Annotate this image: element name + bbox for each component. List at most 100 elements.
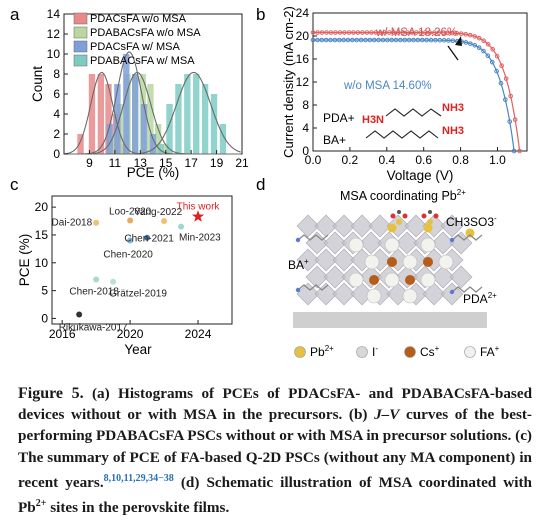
octahedron: [404, 214, 428, 238]
panel-b-ylabel: Current density (mA cm-2): [281, 6, 296, 158]
jv-point: [481, 38, 486, 44]
octahedron: [422, 282, 446, 306]
data-point: [178, 223, 185, 230]
histogram-bar: [154, 124, 162, 154]
ba-chain: [365, 130, 439, 139]
label-pda: PDA+: [323, 111, 355, 125]
legend-swatch: [73, 54, 88, 67]
substrate: [293, 312, 487, 328]
x-tick-label: 2024: [185, 327, 212, 341]
y-tick-label: 12: [47, 27, 61, 41]
x-tick-label: 0.2: [342, 153, 359, 167]
histogram-bar: [88, 74, 96, 154]
arrow-line: [447, 45, 459, 61]
octahedron: [395, 231, 419, 255]
star-marker: [191, 210, 205, 222]
msa-o-atom: [402, 213, 408, 219]
msa-c-atom: [428, 210, 432, 214]
jv-line: [313, 31, 521, 152]
x-tick-label: 11: [109, 156, 122, 170]
panel-c-xlabel: Year: [124, 342, 152, 357]
fa-cation: [438, 254, 454, 270]
arrow-head: [455, 36, 462, 46]
data-point: [76, 311, 83, 318]
panel-c-axes: 2016 2020 2024 0 5 10 15 20: [35, 200, 212, 341]
octahedron: [368, 214, 392, 238]
legend-label-sup: -: [375, 344, 378, 353]
caption-part3: (d) Schematic illustration of MSA coordi…: [18, 473, 532, 517]
y-tick-label: 8: [53, 67, 60, 81]
jv-point: [490, 46, 495, 52]
panel-d-title: MSA coordinating Pb2+: [340, 188, 466, 203]
caption-jv: J–V: [374, 406, 400, 424]
panel-a-legend: PDACsFA w/o MSA PDABACsFA w/o MSA PDACsFA …: [73, 12, 201, 67]
legend-label: PDACsFA w/o MSA: [90, 13, 187, 25]
octahedron: [323, 265, 347, 289]
histogram-bar: [166, 104, 173, 154]
octahedron: [296, 214, 320, 238]
formula-nh3-ba: NH3: [442, 125, 464, 137]
legend-label-text: I: [372, 345, 375, 359]
octahedron: [350, 214, 374, 238]
panel-a-fit-curves: [63, 51, 241, 155]
x-tick-label: 15: [159, 156, 173, 170]
y-tick-label: 12: [296, 75, 310, 89]
label-ba-plus: BA+: [288, 257, 309, 272]
jv-point: [476, 35, 482, 41]
msa-c-atom: [397, 210, 401, 214]
fa-cation: [420, 272, 436, 288]
histogram-bar: [157, 144, 164, 154]
jv-point: [476, 45, 482, 50]
jv-line: [313, 39, 515, 152]
y-tick-label: 6: [53, 87, 60, 101]
cs-cation: [387, 257, 397, 267]
y-tick-label: 14: [47, 7, 61, 21]
octahedron: [296, 248, 320, 272]
panel-a-axes: 9 11 13 15 17 19 21 0 2 4 6 8 10 12 14: [47, 7, 249, 170]
jv-point: [489, 59, 495, 65]
histogram-bar: [149, 134, 157, 154]
fa-cation: [366, 288, 382, 304]
y-tick-label: 0: [53, 147, 60, 161]
legend-label: PDACsFA w/ MSA: [90, 41, 181, 53]
histogram-bar: [147, 84, 154, 154]
alkyl-chain: [451, 286, 483, 293]
fa-cation: [384, 237, 400, 253]
panel-c-ylabel: PCE (%): [17, 234, 32, 287]
panel-letter-b: b: [256, 5, 265, 24]
msa-s-atom: [396, 219, 402, 225]
jv-point: [485, 41, 491, 47]
point-label: Chen-2021: [124, 234, 174, 245]
x-tick-label: 0.6: [415, 153, 432, 167]
octahedron: [440, 214, 464, 238]
x-tick-label: 1.0: [489, 153, 506, 167]
legend-label: PDABACsFA w/o MSA: [90, 27, 201, 39]
legend-label-text: Pb: [310, 345, 325, 359]
legend-label: Cs+: [420, 344, 440, 359]
legend-label: I-: [372, 344, 378, 359]
y-tick-label: 15: [35, 228, 49, 242]
octahedron: [431, 265, 455, 289]
caption-part2: curves of the best-performing PDABACsFA …: [18, 406, 532, 491]
data-point: [93, 276, 100, 283]
histogram-bar: [97, 74, 105, 154]
fa-cation: [364, 254, 380, 270]
caption-refs: 8,10,11,29,34−38: [103, 472, 174, 484]
histogram-bar: [219, 124, 227, 154]
panel-d-schematic: d MSA coordinating Pb2+ CH3SO3- BA+ PDA2…: [256, 175, 500, 359]
jv-point: [485, 53, 491, 59]
octahedron: [314, 248, 338, 272]
label-w-msa: w/ MSA 18.26%: [375, 27, 457, 39]
label-wo-msa: w/o MSA 14.60%: [343, 80, 432, 92]
legend-marker: [404, 346, 416, 358]
legend-marker: [356, 346, 368, 358]
octahedron: [359, 231, 383, 255]
label-pda-2plus: PDA2+: [463, 291, 497, 306]
histogram-bar: [77, 134, 84, 154]
data-point: [93, 219, 100, 226]
octahedron: [332, 248, 356, 272]
histogram-bar: [123, 54, 130, 154]
point-label: This work: [177, 202, 221, 213]
